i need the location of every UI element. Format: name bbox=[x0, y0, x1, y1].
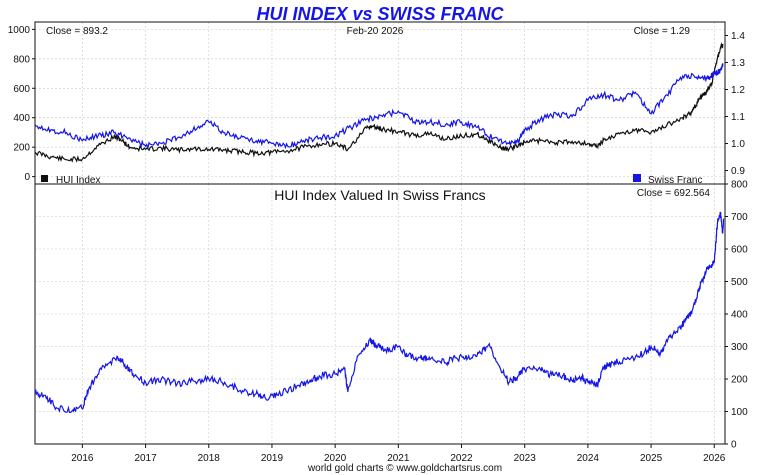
y-left-tick-label: 400 bbox=[13, 113, 30, 124]
y-left-tick-label: 800 bbox=[13, 54, 30, 65]
top-grid bbox=[35, 22, 725, 184]
y-right-tick-label: 1.1 bbox=[731, 112, 745, 123]
y-bottom-tick-label: 400 bbox=[731, 310, 748, 321]
y-bottom-tick-label: 700 bbox=[731, 212, 748, 223]
y-bottom-tick-label: 100 bbox=[731, 407, 748, 418]
y-right-tick-label: 1.0 bbox=[731, 139, 745, 150]
y-left-tick-label: 1000 bbox=[8, 25, 31, 36]
y-left-tick-label: 200 bbox=[13, 143, 30, 154]
bottom-close: Close = 692.564 bbox=[637, 188, 711, 199]
y-bottom-tick-label: 200 bbox=[731, 375, 748, 386]
x-tick-label: 2024 bbox=[577, 453, 600, 464]
hui-in-chf-line bbox=[34, 211, 725, 414]
chart-title: HUI INDEX vs SWISS FRANC bbox=[256, 4, 504, 24]
y-bottom-tick-label: 500 bbox=[731, 277, 748, 288]
top-left-close: Close = 893.2 bbox=[46, 26, 108, 37]
legend-swatch-chf bbox=[633, 174, 641, 182]
x-tick-label: 2018 bbox=[198, 453, 221, 464]
y-right-tick-label: 1.3 bbox=[731, 58, 745, 69]
top-panel: 0 200 400 600 800 1000 0.9 1.0 1.1 1.2 1.3 1.4 Clo… bbox=[8, 21, 745, 186]
swiss-franc-line bbox=[34, 63, 724, 150]
bottom-title: HUI Index Valued In Swiss Francs bbox=[274, 187, 485, 203]
x-tick-label: 2025 bbox=[640, 453, 663, 464]
y-right-tick-label: 1.4 bbox=[731, 31, 745, 42]
y-bottom-tick-label: 600 bbox=[731, 245, 748, 256]
y-bottom-tick-label: 0 bbox=[731, 440, 737, 451]
legend-swatch-hui bbox=[41, 175, 48, 182]
top-right-axis: 0.9 1.0 1.1 1.2 1.3 1.4 bbox=[725, 31, 745, 177]
y-left-tick-label: 600 bbox=[13, 84, 30, 95]
top-left-axis: 0 200 400 600 800 1000 bbox=[8, 25, 35, 183]
chart-date: Feb-20 2026 bbox=[347, 26, 404, 37]
y-bottom-tick-label: 300 bbox=[731, 342, 748, 353]
top-frame bbox=[34, 21, 726, 185]
hui-index-line bbox=[34, 41, 724, 163]
bottom-grid bbox=[35, 183, 725, 444]
x-tick-label: 2026 bbox=[703, 453, 726, 464]
x-tick-label: 2019 bbox=[261, 453, 284, 464]
legend-label-chf: Swiss Franc bbox=[648, 175, 702, 186]
y-left-tick-label: 0 bbox=[24, 172, 30, 183]
top-right-close: Close = 1.29 bbox=[634, 26, 691, 37]
y-bottom-tick-label: 800 bbox=[731, 180, 748, 191]
legend-label-hui: HUI Index bbox=[56, 175, 100, 186]
footer-credit: world gold charts © www.goldchartsrus.co… bbox=[307, 463, 502, 474]
x-tick-label: 2021 bbox=[387, 453, 410, 464]
x-tick-label: 2023 bbox=[514, 453, 537, 464]
y-right-tick-label: 0.9 bbox=[731, 166, 745, 177]
x-tick-label: 2017 bbox=[134, 453, 157, 464]
y-right-tick-label: 1.2 bbox=[731, 85, 745, 96]
x-tick-label: 2020 bbox=[324, 453, 347, 464]
bottom-right-axis: 0 100 200 300 400 500 600 700 800 bbox=[725, 180, 748, 451]
x-tick-label: 2022 bbox=[450, 453, 473, 464]
x-tick-label: 2016 bbox=[71, 453, 94, 464]
x-axis: 2016 2017 2018 2019 2020 2021 2022 2023 2024 2025… bbox=[71, 444, 726, 464]
